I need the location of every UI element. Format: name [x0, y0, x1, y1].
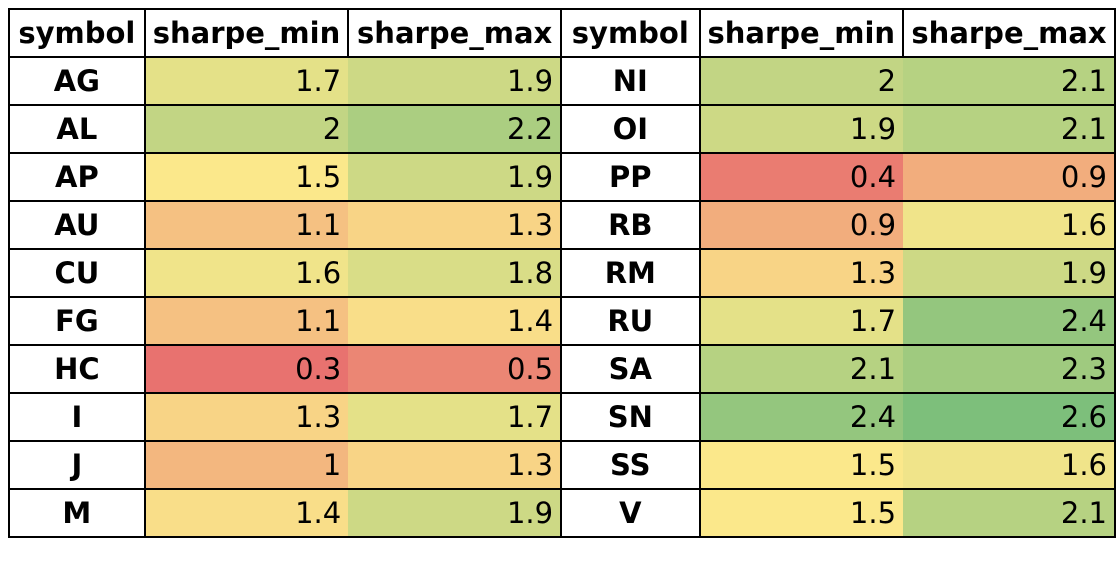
- symbol-cell-right[interactable]: PP: [560, 152, 701, 202]
- sharpe-min-cell-right[interactable]: 2: [698, 56, 904, 106]
- symbol-cell-right[interactable]: SS: [560, 440, 701, 490]
- sharpe-max-cell-left[interactable]: 1.4: [348, 296, 563, 346]
- table-row: FG 1.1 1.4 RU 1.7 2.4: [8, 296, 1116, 346]
- sharpe-max-cell-right[interactable]: 2.1: [903, 56, 1116, 106]
- sharpe-max-cell-right[interactable]: 2.1: [903, 488, 1116, 538]
- sharpe-table: symbol sharpe_min sharpe_max symbol shar…: [8, 8, 1116, 538]
- sharpe-min-cell-right[interactable]: 1.3: [698, 248, 904, 298]
- table-row: HC 0.3 0.5 SA 2.1 2.3: [8, 344, 1116, 394]
- sharpe-max-cell-right[interactable]: 1.6: [903, 440, 1116, 490]
- symbol-cell-left[interactable]: AL: [8, 104, 146, 154]
- symbol-cell-left[interactable]: AP: [8, 152, 146, 202]
- sharpe-max-cell-right[interactable]: 1.9: [903, 248, 1116, 298]
- sharpe-min-cell-left[interactable]: 1.6: [143, 248, 349, 298]
- header-sharpe-min-right[interactable]: sharpe_min: [698, 8, 905, 58]
- sharpe-max-cell-left[interactable]: 2.2: [348, 104, 563, 154]
- header-sharpe-min-left[interactable]: sharpe_min: [143, 8, 350, 58]
- symbol-cell-left[interactable]: AU: [8, 200, 146, 250]
- sharpe-max-cell-left[interactable]: 1.9: [348, 488, 563, 538]
- table-row: CU 1.6 1.8 RM 1.3 1.9: [8, 248, 1116, 298]
- sharpe-min-cell-left[interactable]: 1.3: [143, 392, 349, 442]
- table-row: AL 2 2.2 OI 1.9 2.1: [8, 104, 1116, 154]
- sharpe-max-cell-left[interactable]: 1.3: [348, 440, 563, 490]
- symbol-cell-right[interactable]: RM: [560, 248, 701, 298]
- sharpe-min-cell-right[interactable]: 0.9: [698, 200, 904, 250]
- sharpe-max-cell-right[interactable]: 2.1: [903, 104, 1116, 154]
- sharpe-min-cell-left[interactable]: 1.1: [143, 296, 349, 346]
- table-row: M 1.4 1.9 V 1.5 2.1: [8, 488, 1116, 538]
- symbol-cell-right[interactable]: RU: [560, 296, 701, 346]
- header-symbol-left[interactable]: symbol: [8, 8, 146, 58]
- sharpe-max-cell-left[interactable]: 1.9: [348, 152, 563, 202]
- sharpe-max-cell-left[interactable]: 1.9: [348, 56, 563, 106]
- sharpe-min-cell-right[interactable]: 1.9: [698, 104, 904, 154]
- sharpe-max-cell-left[interactable]: 1.7: [348, 392, 563, 442]
- symbol-cell-left[interactable]: I: [8, 392, 146, 442]
- sharpe-min-cell-left[interactable]: 1.1: [143, 200, 349, 250]
- sharpe-max-cell-left[interactable]: 0.5: [348, 344, 563, 394]
- sharpe-min-cell-right[interactable]: 2.1: [698, 344, 904, 394]
- sharpe-min-cell-left[interactable]: 1.4: [143, 488, 349, 538]
- header-sharpe-max-right[interactable]: sharpe_max: [902, 8, 1116, 58]
- sharpe-max-cell-right[interactable]: 2.4: [903, 296, 1116, 346]
- table-row: J 1 1.3 SS 1.5 1.6: [8, 440, 1116, 490]
- sharpe-min-cell-left[interactable]: 1.5: [143, 152, 349, 202]
- symbol-cell-right[interactable]: SN: [560, 392, 701, 442]
- sharpe-min-cell-left[interactable]: 2: [143, 104, 349, 154]
- table-row: AP 1.5 1.9 PP 0.4 0.9: [8, 152, 1116, 202]
- table-row: AU 1.1 1.3 RB 0.9 1.6: [8, 200, 1116, 250]
- sharpe-max-cell-right[interactable]: 2.6: [903, 392, 1116, 442]
- header-row: symbol sharpe_min sharpe_max symbol shar…: [8, 8, 1116, 58]
- symbol-cell-right[interactable]: RB: [560, 200, 701, 250]
- symbol-cell-left[interactable]: FG: [8, 296, 146, 346]
- sharpe-max-cell-right[interactable]: 2.3: [903, 344, 1116, 394]
- symbol-cell-right[interactable]: NI: [560, 56, 701, 106]
- header-sharpe-max-left[interactable]: sharpe_max: [347, 8, 563, 58]
- sharpe-max-cell-right[interactable]: 1.6: [903, 200, 1116, 250]
- symbol-cell-left[interactable]: AG: [8, 56, 146, 106]
- sharpe-min-cell-left[interactable]: 1: [143, 440, 349, 490]
- symbol-cell-right[interactable]: OI: [560, 104, 701, 154]
- table-row: I 1.3 1.7 SN 2.4 2.6: [8, 392, 1116, 442]
- sharpe-max-cell-left[interactable]: 1.3: [348, 200, 563, 250]
- sharpe-min-cell-right[interactable]: 1.5: [698, 440, 904, 490]
- sharpe-min-cell-right[interactable]: 2.4: [698, 392, 904, 442]
- table-row: AG 1.7 1.9 NI 2 2.1: [8, 56, 1116, 106]
- symbol-cell-right[interactable]: V: [560, 488, 701, 538]
- sharpe-min-cell-left[interactable]: 1.7: [143, 56, 349, 106]
- sharpe-min-cell-right[interactable]: 1.7: [698, 296, 904, 346]
- symbol-cell-left[interactable]: J: [8, 440, 146, 490]
- sharpe-min-cell-right[interactable]: 0.4: [698, 152, 904, 202]
- sharpe-min-cell-left[interactable]: 0.3: [143, 344, 349, 394]
- symbol-cell-left[interactable]: M: [8, 488, 146, 538]
- symbol-cell-left[interactable]: CU: [8, 248, 146, 298]
- header-symbol-right[interactable]: symbol: [560, 8, 701, 58]
- symbol-cell-right[interactable]: SA: [560, 344, 701, 394]
- symbol-cell-left[interactable]: HC: [8, 344, 146, 394]
- sharpe-min-cell-right[interactable]: 1.5: [698, 488, 904, 538]
- sharpe-max-cell-left[interactable]: 1.8: [348, 248, 563, 298]
- sharpe-max-cell-right[interactable]: 0.9: [903, 152, 1116, 202]
